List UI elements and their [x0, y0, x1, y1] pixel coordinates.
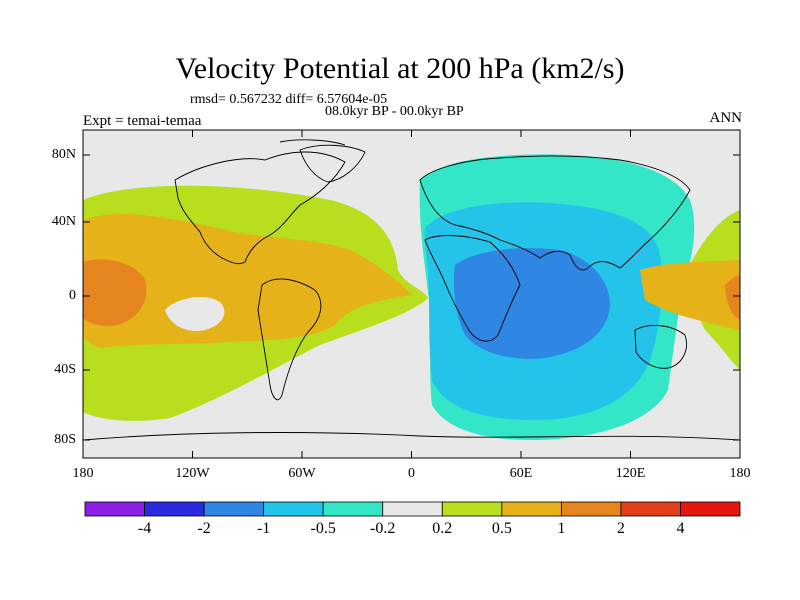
coast-greenland	[299, 144, 366, 183]
lat-tick-label: 40N	[51, 214, 76, 229]
colorbar-label: 4	[676, 520, 685, 537]
rmsd-diff-stats: rmsd= 0.567232 diff= 6.57604e-05	[190, 92, 388, 107]
season-label: ANN	[709, 110, 743, 126]
lat-tick-label: 0	[69, 288, 76, 303]
colorbar-swatch	[322, 501, 384, 517]
colorbar-label: -2	[197, 520, 211, 537]
coastlines	[83, 139, 740, 441]
lon-tick-label: 60E	[509, 466, 533, 481]
contour-neutral-hole	[165, 296, 225, 332]
colorbar-swatch	[501, 501, 562, 517]
colorbar-swatch	[263, 501, 324, 517]
contour-positive-1-east	[725, 275, 740, 320]
colorbar-swatch	[144, 501, 205, 517]
contour-positive-0p5-west	[83, 214, 412, 348]
lon-tick-label: 120W	[175, 466, 210, 481]
colorbar	[84, 501, 741, 517]
colorbar-swatch	[560, 501, 622, 517]
colorbar-swatch	[620, 501, 681, 517]
coast-africa	[424, 235, 521, 342]
coast-antarctica	[83, 432, 740, 441]
colorbar-label: 1	[557, 520, 566, 537]
lon-tick-marks	[82, 130, 741, 458]
colorbar-label: -4	[137, 520, 152, 537]
coast-australia	[634, 324, 687, 369]
lon-tick-label: 180	[72, 466, 94, 481]
colorbar-label: -0.5	[310, 520, 336, 537]
colorbar-swatch	[441, 501, 503, 517]
colorbar-swatch	[382, 501, 443, 517]
map-field	[83, 130, 740, 458]
colorbar-label: -1	[256, 520, 271, 537]
colorbar-swatch	[84, 501, 145, 517]
coast-eurasia	[419, 155, 691, 271]
lat-tick-label: 40S	[54, 362, 76, 377]
colorbar-swatch	[203, 501, 265, 517]
lat-tick-marks	[83, 154, 740, 441]
time-period-label: 08.0kyr BP - 00.0kyr BP	[325, 104, 464, 119]
contour-positive-0p5-east	[640, 260, 740, 330]
lon-tick-label: 0	[408, 466, 415, 481]
lat-tick-label: 80S	[54, 432, 76, 447]
plot-title: Velocity Potential at 200 hPa (km2/s)	[175, 52, 625, 85]
colorbar-label: 0.2	[432, 520, 453, 537]
colorbar-label: -0.2	[370, 520, 396, 537]
lon-tick-label: 60W	[288, 466, 316, 481]
coast-south-america	[257, 278, 322, 401]
coast-arctic-islands	[279, 139, 346, 146]
lat-tick-label: 80N	[51, 147, 76, 162]
colorbar-label: 0.5	[491, 520, 512, 537]
experiment-label: Expt = temai-temaa	[83, 113, 202, 129]
lon-tick-label: 180	[729, 466, 751, 481]
lon-tick-label: 120E	[615, 466, 646, 481]
colorbar-swatch	[680, 501, 741, 517]
coast-north-america	[174, 151, 346, 265]
contour-positive-1-west	[83, 259, 147, 326]
contour-negative-1	[453, 248, 610, 359]
colorbar-label: 2	[616, 520, 625, 537]
